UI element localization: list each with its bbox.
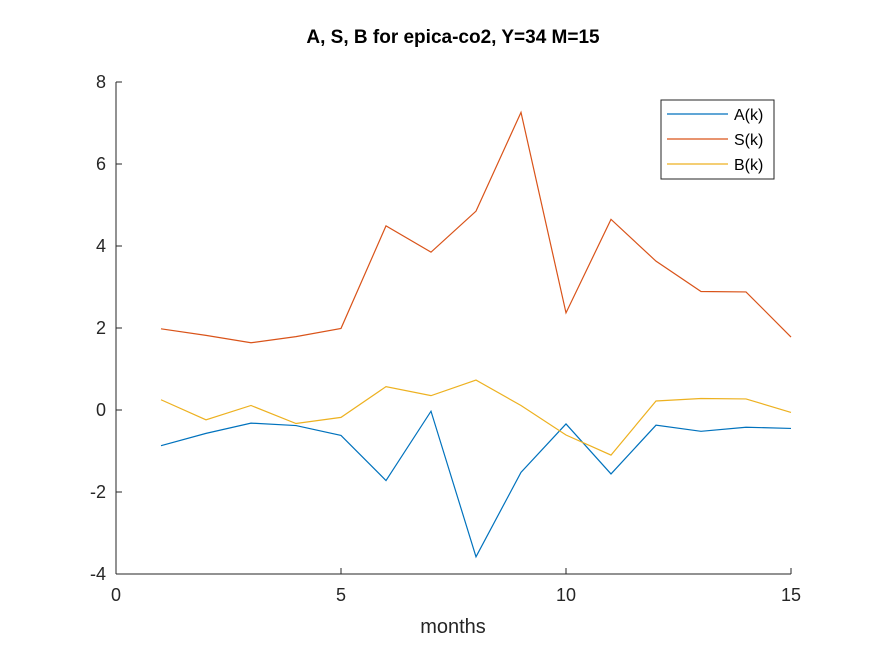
y-axis-ticks: -4 -2 0 2 4 6 8 <box>90 72 122 584</box>
x-tick-label: 15 <box>781 585 801 605</box>
legend-label: A(k) <box>734 107 763 124</box>
series-line-ak <box>160 409 792 559</box>
x-axis-label: months <box>420 616 486 638</box>
y-tick-label: 6 <box>96 154 106 174</box>
y-tick-label: -4 <box>90 564 106 584</box>
legend: A(k) S(k) B(k) <box>660 99 775 180</box>
x-tick-label: 5 <box>336 585 346 605</box>
x-tick-label: 10 <box>556 585 576 605</box>
y-tick-label: 0 <box>96 400 106 420</box>
series-line-bk <box>160 379 792 456</box>
legend-label: S(k) <box>734 132 763 149</box>
y-tick-label: 4 <box>96 236 106 256</box>
y-tick-label: -2 <box>90 482 106 502</box>
x-tick-label: 0 <box>111 585 121 605</box>
series-lines <box>160 110 792 559</box>
x-axis-ticks: 0 5 10 15 <box>111 568 801 605</box>
y-tick-label: 8 <box>96 72 106 92</box>
series-line-sk <box>160 110 792 344</box>
chart-title: A, S, B for epica-co2, Y=34 M=15 <box>306 27 600 48</box>
legend-label: B(k) <box>734 157 763 174</box>
y-tick-label: 2 <box>96 318 106 338</box>
